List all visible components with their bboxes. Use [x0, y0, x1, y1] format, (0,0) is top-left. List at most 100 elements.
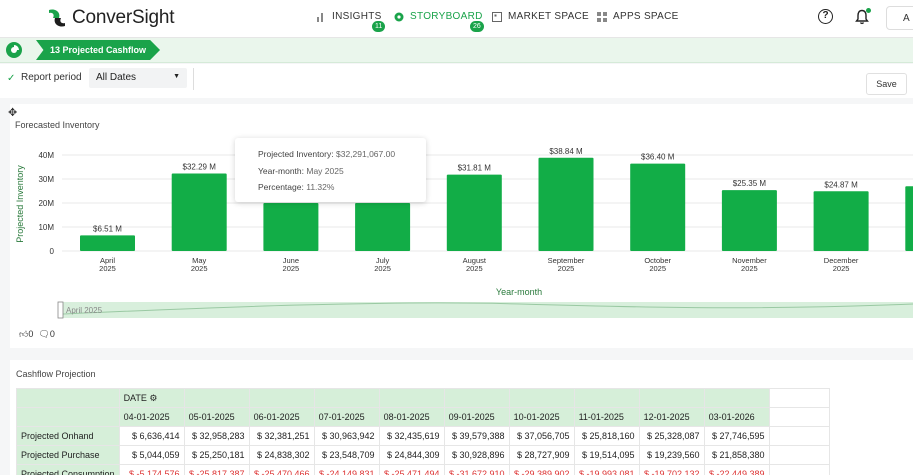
data-label: $38.84 M — [549, 147, 583, 156]
y-tick-label: 30M — [38, 175, 54, 184]
header-cell — [248, 388, 315, 408]
storyboard-home-icon[interactable] — [6, 42, 22, 58]
date-column-header[interactable]: 06-01-2025 — [248, 407, 315, 427]
table-cell: $ 30,963,942 — [313, 426, 380, 446]
date-column-header[interactable]: 11-01-2025 — [573, 407, 640, 427]
x-tick-label-year: 2025 — [466, 264, 483, 273]
table-row: DATE ⚙ — [16, 388, 830, 408]
x-tick-label-year: 2025 — [558, 264, 575, 273]
comment-count: 0 — [49, 329, 55, 339]
table-cell: $ 25,250,181 — [183, 445, 250, 465]
check-icon[interactable]: ✓ — [7, 73, 16, 84]
report-period-value: All Dates — [96, 72, 137, 83]
table-cell: $ -19,702,132 — [638, 464, 705, 475]
tooltip-value: 11.32% — [306, 182, 335, 192]
date-column-header[interactable]: 12-01-2025 — [638, 407, 705, 427]
x-tick-label: May — [192, 256, 206, 265]
x-axis-label: Year-month — [496, 287, 542, 297]
nav-market-space[interactable]: MARKET SPACE — [492, 11, 589, 22]
date-column-header[interactable]: 09-01-2025 — [443, 407, 510, 427]
empty-cell — [768, 445, 830, 465]
y-tick-label: 0 — [50, 247, 55, 256]
filter-row: ✓ Report period All Dates ▼ — [0, 64, 913, 98]
x-tick-label-year: 2025 — [833, 264, 850, 273]
report-period-select[interactable]: All Dates ▼ — [89, 68, 187, 88]
table-title: Cashflow Projection — [16, 369, 96, 379]
slider-handle — [57, 301, 64, 319]
table-cell: $ 5,044,059 — [118, 445, 185, 465]
table-cell: $ -24,149,831 — [313, 464, 380, 475]
bar-chart-icon — [317, 12, 323, 22]
chart-tooltip: Projected Inventory: $32,291,067.00 Year… — [235, 138, 426, 202]
data-label: $31.81 M — [458, 164, 492, 173]
nav-apps-space[interactable]: APPS SPACE — [597, 11, 679, 22]
y-axis-label: Projected Inventory — [15, 165, 25, 243]
table-cell: $ 6,636,414 — [118, 426, 185, 446]
table-cell: $ -31,672,910 — [443, 464, 510, 475]
table-cell: $ 32,381,251 — [248, 426, 315, 446]
comment-icon[interactable]: 🗨︎ — [38, 329, 50, 339]
date-column-header[interactable]: 08-01-2025 — [378, 407, 445, 427]
tooltip-key: Percentage: — [258, 182, 304, 192]
bell-icon[interactable] — [854, 9, 870, 25]
bar — [721, 190, 777, 251]
top-navigation-bar: ConverSight INSIGHTS 11 STORYBOARD 26 MA… — [0, 0, 913, 38]
storyboard-badge: 26 — [470, 21, 484, 32]
table-cell: $ 32,435,619 — [378, 426, 445, 446]
breadcrumb-current[interactable]: 13 Projected Cashflow — [36, 40, 161, 60]
date-column-header[interactable]: 07-01-2025 — [313, 407, 380, 427]
date-column-header[interactable]: 10-01-2025 — [508, 407, 575, 427]
table-cell: $ 24,838,302 — [248, 445, 315, 465]
x-tick-label-year: 2025 — [191, 264, 208, 273]
x-tick-label: December — [824, 256, 859, 265]
slider-label: April 2025 — [66, 306, 103, 315]
save-button[interactable]: Save — [866, 73, 907, 95]
nav-insights-label: INSIGHTS — [332, 11, 382, 22]
table-cell: $ 28,727,909 — [508, 445, 575, 465]
help-icon[interactable]: ? — [818, 9, 833, 24]
logo-text: ConverSight — [72, 7, 175, 28]
table-cell: $ 37,056,705 — [508, 426, 575, 446]
table-cell: $ -5,174,576 — [118, 464, 185, 475]
bar — [538, 157, 594, 251]
header-cell — [183, 388, 250, 408]
bar — [630, 163, 686, 251]
market-icon — [492, 11, 502, 22]
breadcrumb: 13 Projected Cashflow — [0, 38, 913, 63]
table-cell: $ -25,470,466 — [248, 464, 315, 475]
data-label: $6.51 M — [93, 224, 122, 233]
conversight-logo-icon — [49, 9, 65, 27]
conversight-logo[interactable]: ConverSight — [46, 6, 175, 30]
y-tick-label: 20M — [38, 199, 54, 208]
x-tick-label: April — [100, 256, 115, 265]
table-cell: $ 39,579,388 — [443, 426, 510, 446]
nav-storyboard-label: STORYBOARD — [410, 11, 483, 22]
data-label: $32.29 M — [183, 163, 217, 172]
table-row: 04-01-2025 05-01-2025 06-01-2025 07-01-2025… — [16, 407, 830, 427]
table-corner-cell — [16, 388, 120, 408]
like-icon[interactable]: 👍︎ — [19, 329, 29, 339]
row-label: Projected Purchase — [16, 445, 120, 465]
date-column-header[interactable]: 04-01-2025 — [118, 407, 185, 427]
table-cell: $ 27,746,595 — [703, 426, 770, 446]
table-cell: $ 23,548,709 — [313, 445, 380, 465]
x-tick-label: June — [283, 256, 299, 265]
header-cell — [443, 388, 510, 408]
x-tick-label-year: 2025 — [99, 264, 116, 273]
tooltip-row: Projected Inventory: $32,291,067.00 — [258, 146, 426, 163]
header-cell — [378, 388, 445, 408]
chart-title: Forecasted Inventory — [15, 120, 100, 130]
date-column-header[interactable]: 03-01-2026 — [703, 407, 770, 427]
move-icon[interactable]: ✥ — [8, 107, 18, 119]
date-column-header[interactable]: 05-01-2025 — [183, 407, 250, 427]
range-slider — [58, 302, 913, 318]
table-cell: $ 21,858,380 — [703, 445, 770, 465]
table-cell: $ -29,389,902 — [508, 464, 575, 475]
x-tick-label: September — [548, 256, 585, 265]
divider — [193, 68, 194, 90]
user-menu[interactable]: A — [886, 6, 913, 30]
x-tick-label: July — [376, 256, 390, 265]
nav-insights[interactable]: INSIGHTS — [316, 11, 382, 22]
nav-storyboard[interactable]: STORYBOARD — [394, 11, 483, 22]
date-header[interactable]: DATE ⚙ — [118, 388, 185, 408]
